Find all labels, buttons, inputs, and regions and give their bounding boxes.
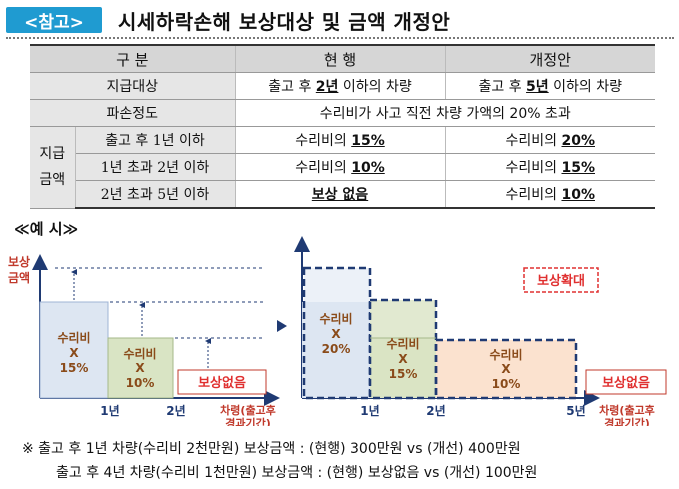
- table-row: 지급 금액 출고 후 1년 이하 수리비의 15% 수리비의 20%: [30, 126, 655, 209]
- header-current: 현 행: [235, 44, 446, 73]
- row-label: 지급대상: [30, 72, 236, 100]
- cell-current: 수리비의 10%: [235, 153, 446, 181]
- cell-current: 수리비의 15%: [235, 126, 446, 154]
- table-row: 파손정도 수리비가 사고 직전 차량 가액의 20% 초과: [30, 99, 655, 127]
- cell-proposed: 수리비의 10%: [445, 180, 655, 209]
- right-bar-3-label: 10%: [492, 377, 521, 391]
- left-tick-1: 1년: [100, 404, 119, 418]
- group-label: 지급 금액: [30, 126, 76, 209]
- page-title: 시세하락손해 보상대상 및 금액 개정안: [118, 10, 451, 34]
- note-line-1: ※ 출고 후 1년 차량(수리비 2천만원) 보상금액 : (현행) 300만원…: [22, 441, 521, 457]
- left-bar-1: [39, 301, 109, 399]
- right-bar-1-label: X: [331, 327, 341, 341]
- cell-proposed: 출고 후 5년 이하의 차량: [445, 72, 655, 100]
- table-row: 2년 초과 5년 이하 보상 없음 수리비의 10%: [30, 180, 655, 209]
- right-tick-2: 2년: [426, 404, 445, 418]
- left-ylabel-2: 금액: [8, 271, 30, 285]
- right-bar-3-outline: [434, 338, 578, 400]
- left-bar-2-label: 10%: [126, 376, 155, 390]
- right-bar-2-label: X: [398, 352, 408, 366]
- left-xlabel: 경과기간): [225, 416, 271, 426]
- right-chart: 수리비 X 20% 수리비 X 15% 수리비 X 10% 보상확대 보상없음 …: [294, 236, 667, 426]
- right-tick-1: 1년: [360, 404, 379, 418]
- left-ylabel-1: 보상: [8, 254, 30, 269]
- cell-proposed: 수리비의 15%: [445, 153, 655, 181]
- right-tick-3: 5년: [566, 404, 585, 418]
- header-category: 구 분: [30, 44, 236, 73]
- cell-current: 출고 후 2년 이하의 차량: [235, 72, 446, 100]
- legend-box: [523, 267, 599, 293]
- right-bar-2: [368, 298, 438, 400]
- row-label: 파손정도: [30, 99, 236, 127]
- left-chart: 보상 금액 수리비 X 15% 수리비 X 10% 보상없음 1년 2년 차령(…: [8, 254, 280, 426]
- transition-arrow: [277, 320, 287, 332]
- left-bar-1-label: 수리비: [57, 330, 90, 345]
- left-no-coverage-box: [177, 369, 267, 395]
- header-proposed: 개정안: [445, 44, 655, 73]
- legend-label: 보상확대: [537, 273, 585, 289]
- left-bar-1-label: 15%: [60, 361, 89, 375]
- table-row: 1년 초과 2년 이하 수리비의 10% 수리비의 15%: [30, 153, 655, 181]
- row-label: 1년 초과 2년 이하: [75, 153, 236, 181]
- left-bar-2-label: X: [135, 361, 145, 375]
- right-xlabel: 경과기간): [604, 416, 650, 426]
- table-row: 지급대상 출고 후 2년 이하의 차량 출고 후 5년 이하의 차량: [30, 72, 655, 100]
- example-diagrams: 보상 금액 수리비 X 15% 수리비 X 10% 보상없음 1년 2년 차령(…: [8, 236, 667, 426]
- right-no-coverage-label: 보상없음: [602, 375, 650, 391]
- right-bar-1-label: 20%: [322, 342, 351, 356]
- left-tick-2: 2년: [166, 404, 185, 418]
- right-bar-2-label: 15%: [389, 367, 418, 381]
- row-label: 출고 후 1년 이하: [75, 126, 236, 154]
- right-bar-3-label: X: [501, 362, 511, 376]
- note-line-2: 출고 후 4년 차량(수리비 1천만원) 보상금액 : (현행) 보상없음 vs…: [56, 465, 538, 481]
- right-xlabel: 차령(출고후: [599, 403, 655, 417]
- comparison-table: 구 분 현 행 개정안 지급대상 출고 후 2년 이하의 차량 출고 후 5년 …: [30, 44, 655, 209]
- cell-current: 보상 없음: [235, 180, 446, 209]
- left-bar-2: [107, 337, 174, 399]
- reference-tag: <참고>: [6, 7, 102, 33]
- right-bar-1: [302, 266, 372, 400]
- divider: [6, 37, 674, 39]
- right-bar-1-label: 수리비: [319, 311, 352, 326]
- cell-merged: 수리비가 사고 직전 차량 가액의 20% 초과: [235, 99, 655, 127]
- right-bar-3-label: 수리비: [489, 347, 522, 362]
- row-label: 2년 초과 5년 이하: [75, 180, 236, 209]
- left-bar-2-label: 수리비: [123, 346, 156, 361]
- left-bar-1-label: X: [69, 346, 79, 360]
- right-bar-3: [436, 340, 576, 398]
- right-bar-2-label: 수리비: [386, 336, 419, 351]
- cell-proposed: 수리비의 20%: [445, 126, 655, 154]
- table-header-row: 구 분 현 행 개정안: [30, 44, 655, 73]
- left-no-coverage-label: 보상없음: [198, 375, 246, 391]
- header: <참고> 시세하락손해 보상대상 및 금액 개정안: [6, 4, 674, 36]
- right-no-coverage-box: [585, 369, 667, 395]
- example-label: ≪예 시≫: [14, 220, 79, 238]
- left-xlabel: 차령(출고후: [220, 403, 276, 417]
